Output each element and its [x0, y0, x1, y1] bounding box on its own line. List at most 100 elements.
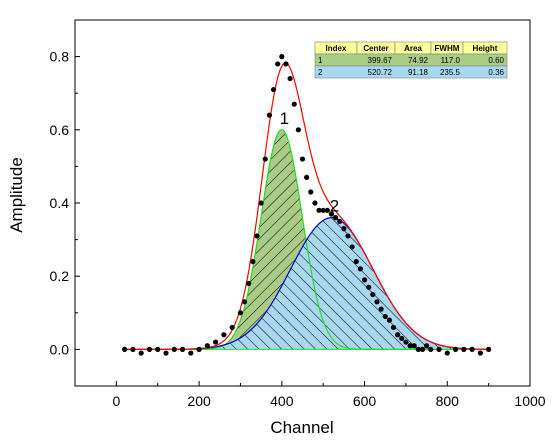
- data-point: [250, 258, 256, 265]
- data-point: [308, 189, 314, 195]
- data-point: [407, 343, 413, 349]
- table-cell: 520.72: [368, 68, 393, 77]
- data-point: [411, 343, 417, 349]
- table-header-label: Index: [326, 44, 347, 53]
- data-point: [436, 346, 442, 352]
- data-point: [382, 313, 388, 320]
- data-point: [428, 346, 434, 352]
- data-point: [469, 346, 475, 352]
- data-point: [316, 207, 322, 213]
- data-point: [196, 346, 202, 352]
- data-point: [349, 244, 355, 250]
- data-point: [287, 75, 293, 82]
- y-tick-label: 0.2: [50, 268, 70, 284]
- data-point: [171, 346, 177, 352]
- x-tick-label: 600: [353, 393, 377, 409]
- data-point: [213, 339, 219, 345]
- data-point: [423, 343, 430, 349]
- data-point: [419, 346, 426, 352]
- data-point: [130, 346, 136, 352]
- table-cell: 399.67: [368, 56, 393, 65]
- peak-labels: 12: [280, 109, 340, 216]
- table-row: [314, 65, 508, 79]
- data-point: [188, 350, 194, 356]
- table-header-label: Center: [363, 44, 388, 53]
- data-point: [357, 266, 364, 272]
- data-point: [122, 346, 128, 352]
- data-point: [386, 317, 392, 323]
- data-point: [241, 299, 248, 305]
- y-axis: 0.0 0.2 0.4 0.6 0.8: [50, 19, 80, 357]
- peak-1-label: 1: [280, 109, 289, 128]
- table-cell: 0.36: [488, 68, 504, 77]
- table-header-label: FWHM: [435, 44, 460, 53]
- peak-2-label: 2: [330, 197, 339, 216]
- data-point: [403, 339, 409, 345]
- y-axis-title: Amplitude: [7, 157, 26, 233]
- data-point: [266, 112, 273, 118]
- peak-stats-table: Index Center Area FWHM Height 1 399.67 74.92 117…: [314, 41, 508, 79]
- data-point: [155, 346, 161, 352]
- data-point: [246, 280, 252, 287]
- data-point: [304, 174, 310, 180]
- data-point: [279, 54, 285, 60]
- table-cell: 235.5: [440, 68, 461, 77]
- peak-1-area: [199, 129, 364, 350]
- table-header-label: Area: [404, 44, 422, 53]
- data-point: [254, 233, 260, 239]
- data-point: [237, 310, 244, 316]
- data-point: [395, 332, 401, 338]
- fit-lines: [124, 62, 489, 350]
- data-point: [324, 207, 330, 213]
- data-point: [477, 350, 483, 356]
- data-point: [295, 127, 301, 133]
- data-point: [204, 343, 210, 349]
- data-point: [332, 215, 339, 221]
- data-point: [361, 277, 368, 283]
- data-point: [345, 233, 351, 239]
- y-tick-label: 0.8: [50, 49, 70, 65]
- table-cell: 91.18: [408, 68, 429, 77]
- data-point: [341, 226, 347, 232]
- data-point: [179, 346, 186, 352]
- y-tick-label: 0.6: [50, 122, 70, 138]
- data-point: [146, 346, 153, 352]
- data-point: [366, 284, 372, 290]
- data-point: [221, 332, 227, 338]
- data-point: [378, 306, 384, 312]
- x-axis: 0 200 400 600 800 1000: [112, 381, 546, 409]
- x-tick-label: 0: [112, 393, 120, 409]
- data-point: [163, 350, 169, 356]
- table-cell: 2: [318, 68, 323, 77]
- x-axis-title: Channel: [270, 418, 333, 437]
- x-tick-label: 800: [436, 393, 460, 409]
- table-cell: 117.0: [441, 56, 461, 65]
- data-point: [138, 350, 144, 356]
- table-header-label: Height: [473, 44, 498, 53]
- data-point: [229, 324, 235, 331]
- x-tick-label: 1000: [514, 393, 545, 409]
- data-point: [258, 200, 264, 206]
- data-point: [299, 156, 306, 162]
- x-tick-label: 400: [270, 393, 294, 409]
- data-point: [328, 211, 335, 217]
- y-tick-label: 0.0: [50, 341, 70, 357]
- data-point: [262, 156, 268, 162]
- y-tick-label: 0.4: [50, 195, 70, 211]
- data-point: [399, 335, 405, 342]
- data-point: [486, 346, 492, 352]
- peak-areas: [166, 129, 489, 350]
- x-tick-label: 200: [187, 393, 211, 409]
- data-point: [370, 291, 376, 298]
- table-cell: 1: [318, 56, 323, 65]
- peak-2-area: [166, 217, 489, 350]
- data-point: [312, 200, 318, 206]
- data-point: [452, 346, 459, 352]
- data-point: [461, 346, 467, 352]
- data-point: [320, 207, 326, 213]
- data-point: [415, 346, 421, 352]
- cumulative-fit-line: [124, 62, 489, 350]
- table-cell: 74.92: [408, 56, 429, 65]
- data-point: [291, 101, 297, 107]
